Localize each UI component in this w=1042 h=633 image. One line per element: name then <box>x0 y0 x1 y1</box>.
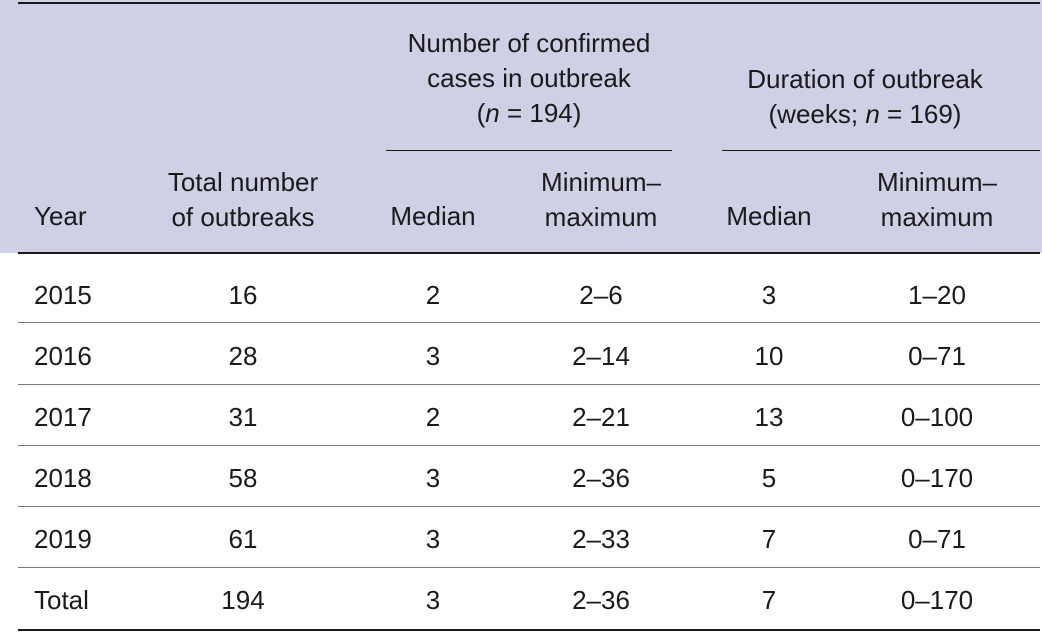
duration-group-title-line2: (weeks; n = 169) <box>768 99 962 129</box>
header-total-line1: Total number <box>167 167 319 197</box>
header-total: Total number of outbreaks <box>168 165 318 235</box>
row-year: 2019 <box>34 524 92 554</box>
row-cases-median: 3 <box>425 585 441 615</box>
row-cases-range: 2–6 <box>579 280 623 310</box>
row-total: 31 <box>228 402 258 432</box>
row-cases-range: 2–36 <box>572 463 630 493</box>
row-duration-range: 0–71 <box>908 341 966 371</box>
cases-group-title-line3: (n = 194) <box>476 98 582 128</box>
cases-group-title-line2: cases in outbreak <box>427 63 631 93</box>
duration-group-title-line1: Duration of outbreak <box>747 64 983 94</box>
cases-group-title-line1: Number of confirmed <box>407 28 651 58</box>
row-cases-median: 3 <box>425 341 441 371</box>
row-duration-range: 0–170 <box>900 463 974 493</box>
row-total: 61 <box>228 524 258 554</box>
row-divider <box>18 384 1040 385</box>
row-year: 2017 <box>34 402 92 432</box>
header-duration-range-line2: maximum <box>880 202 994 232</box>
row-year: 2018 <box>34 463 92 493</box>
table-top-rule <box>18 2 1040 4</box>
row-total: 16 <box>228 280 258 310</box>
row-duration-range: 0–71 <box>908 524 966 554</box>
row-cases-range: 2–36 <box>572 585 630 615</box>
row-duration-median: 7 <box>761 524 777 554</box>
row-year: Total <box>34 585 89 615</box>
row-duration-median: 10 <box>754 341 784 371</box>
header-cases-range: Minimum– maximum <box>541 165 661 235</box>
row-divider <box>18 322 1040 323</box>
row-cases-range: 2–14 <box>572 341 630 371</box>
row-divider <box>18 506 1040 507</box>
row-cases-median: 3 <box>425 524 441 554</box>
header-total-line2: of outbreaks <box>171 202 315 232</box>
duration-group-rule <box>722 150 1040 151</box>
table-header-band <box>0 0 1042 253</box>
row-total: 28 <box>228 341 258 371</box>
header-cases-median: Median <box>390 201 476 231</box>
row-year: 2015 <box>34 280 92 310</box>
header-cases-range-line1: Minimum– <box>541 167 661 197</box>
row-duration-range: 0–170 <box>900 585 974 615</box>
cases-group-rule <box>386 150 672 151</box>
header-duration-range: Minimum– maximum <box>877 165 997 235</box>
row-cases-median: 2 <box>425 402 441 432</box>
duration-group-title: Duration of outbreak (weeks; n = 169) <box>747 62 983 132</box>
header-duration-median: Median <box>726 201 812 231</box>
row-divider <box>18 445 1040 446</box>
row-duration-median: 3 <box>761 280 777 310</box>
table-bottom-rule <box>18 629 1040 631</box>
cases-group-title: Number of confirmed cases in outbreak (n… <box>408 26 651 131</box>
row-duration-range: 1–20 <box>908 280 966 310</box>
row-duration-median: 13 <box>754 402 784 432</box>
header-year: Year <box>34 201 87 231</box>
row-total: 194 <box>221 585 265 615</box>
row-cases-median: 2 <box>425 280 441 310</box>
row-cases-range: 2–33 <box>572 524 630 554</box>
row-duration-median: 5 <box>761 463 777 493</box>
row-total: 58 <box>228 463 258 493</box>
row-duration-median: 7 <box>761 585 777 615</box>
row-year: 2016 <box>34 341 92 371</box>
header-cases-range-line2: maximum <box>544 202 658 232</box>
header-bottom-rule <box>18 252 1040 254</box>
header-duration-range-line1: Minimum– <box>877 167 997 197</box>
row-cases-median: 3 <box>425 463 441 493</box>
row-duration-range: 0–100 <box>900 402 974 432</box>
row-divider <box>18 567 1040 568</box>
row-cases-range: 2–21 <box>572 402 630 432</box>
